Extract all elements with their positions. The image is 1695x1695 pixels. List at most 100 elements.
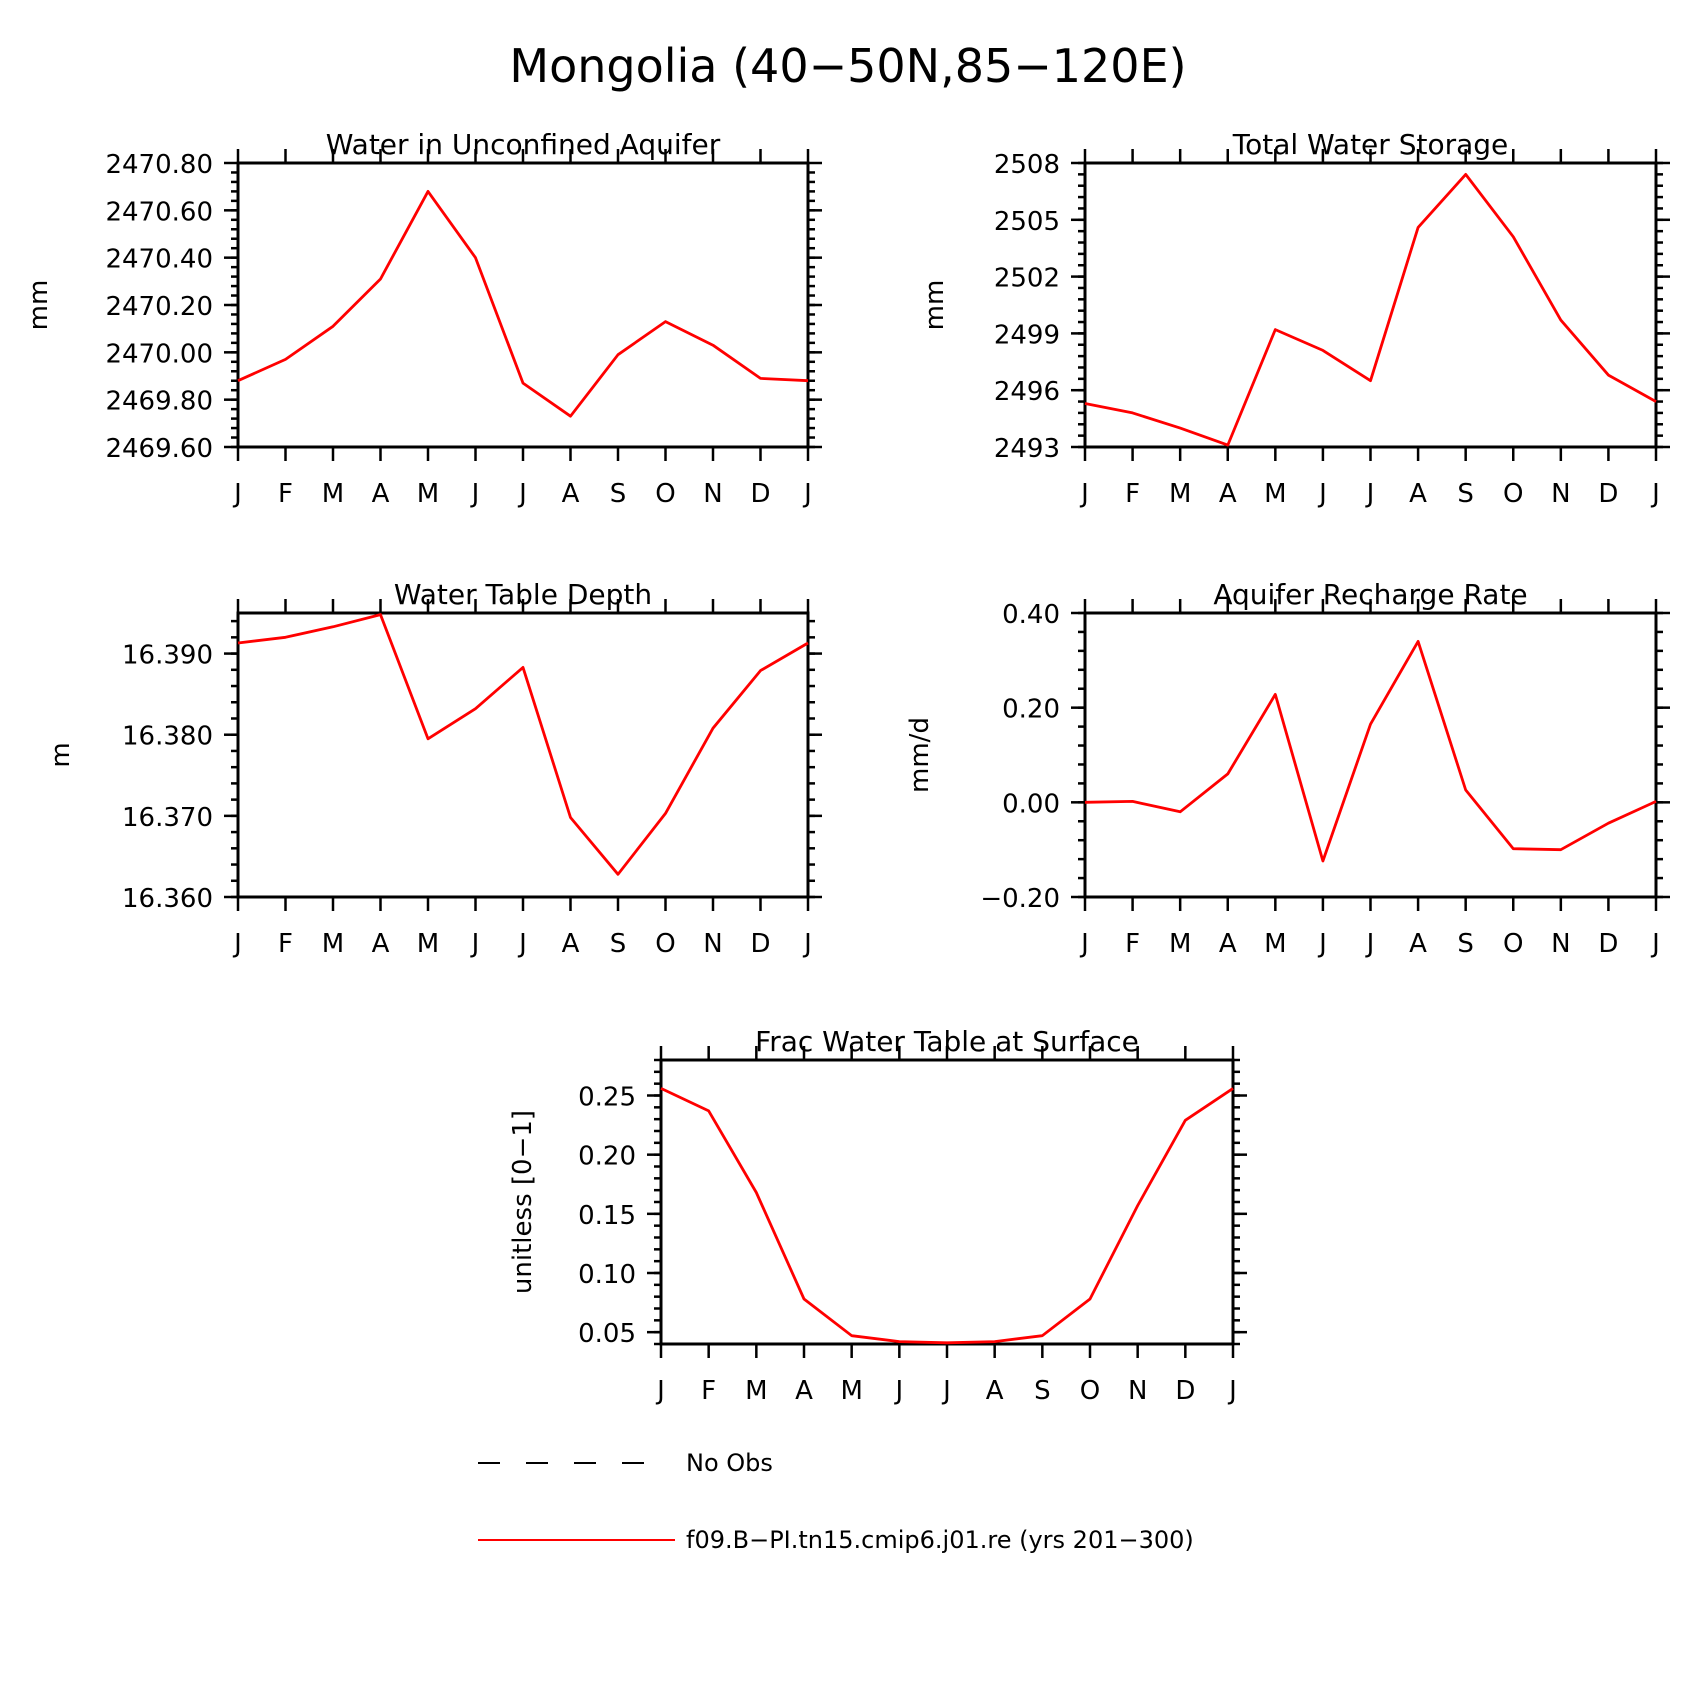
y-tick-label: 2470.80 xyxy=(105,150,213,180)
plot-frame xyxy=(236,161,810,449)
x-tick-label: J xyxy=(232,929,242,959)
x-tick-label: D xyxy=(750,929,770,959)
series-line xyxy=(660,1087,1234,1345)
y-tick-label: 2493 xyxy=(994,434,1060,464)
x-tick-label: N xyxy=(703,929,722,959)
x-tick-label: S xyxy=(1457,929,1474,959)
y-tick-label: 2470.40 xyxy=(105,245,213,275)
x-tick-label: M xyxy=(1264,929,1286,959)
y-tick-label: −0.20 xyxy=(980,884,1060,914)
plot-frame xyxy=(1083,611,1658,899)
x-tick-label: M xyxy=(322,929,344,959)
x-tick-label: O xyxy=(1080,1376,1100,1406)
x-tick-label: M xyxy=(745,1376,767,1406)
x-tick-label: A xyxy=(1409,929,1427,959)
x-tick-label: O xyxy=(1503,479,1523,509)
x-tick-label: F xyxy=(701,1376,716,1406)
x-tick-label: F xyxy=(1125,479,1140,509)
x-tick-label: O xyxy=(1503,929,1523,959)
x-tick-label: A xyxy=(1219,479,1237,509)
y-tick-label: 2470.20 xyxy=(105,292,213,322)
y-tick-label: 2502 xyxy=(994,264,1060,294)
y-tick-label: 16.370 xyxy=(122,803,213,833)
x-tick-label: J xyxy=(802,479,812,509)
x-tick-label: A xyxy=(562,479,580,509)
x-tick-label: N xyxy=(1551,479,1570,509)
x-tick-label: J xyxy=(470,479,480,509)
y-tick-label: 0.00 xyxy=(1002,789,1060,819)
x-tick-label: S xyxy=(610,479,627,509)
x-tick-label: M xyxy=(1169,479,1191,509)
x-tick-label: J xyxy=(1650,479,1660,509)
x-tick-label: F xyxy=(1125,929,1140,959)
x-tick-label: F xyxy=(278,479,293,509)
x-tick-label: S xyxy=(1034,1376,1051,1406)
y-tick-label: 0.20 xyxy=(578,1142,636,1172)
x-tick-label: M xyxy=(322,479,344,509)
x-tick-label: A xyxy=(372,929,390,959)
y-tick-label: 0.15 xyxy=(578,1201,636,1231)
plot-frame xyxy=(659,1058,1235,1346)
series-line xyxy=(237,613,809,876)
x-tick-label: J xyxy=(1317,479,1327,509)
series-line xyxy=(237,189,809,418)
y-axis-label: mm/d xyxy=(905,717,935,793)
y-tick-label: 2469.60 xyxy=(105,434,213,464)
x-tick-label: J xyxy=(232,479,242,509)
y-axis-label: unitless [0−1] xyxy=(508,1110,538,1294)
x-tick-label: J xyxy=(517,479,527,509)
x-tick-label: N xyxy=(1128,1376,1147,1406)
x-tick-label: D xyxy=(1598,479,1618,509)
x-tick-label: A xyxy=(1219,929,1237,959)
x-tick-label: D xyxy=(1598,929,1618,959)
x-tick-label: J xyxy=(1079,929,1089,959)
x-tick-label: J xyxy=(941,1376,951,1406)
y-tick-label: 2470.60 xyxy=(105,197,213,227)
x-tick-label: S xyxy=(610,929,627,959)
y-tick-label: 16.390 xyxy=(122,641,213,671)
x-tick-label: M xyxy=(417,479,439,509)
y-tick-label: 2508 xyxy=(994,150,1060,180)
series-line xyxy=(1084,172,1657,447)
x-tick-label: J xyxy=(1317,929,1327,959)
y-tick-label: 16.380 xyxy=(122,722,213,752)
y-tick-label: 0.25 xyxy=(578,1083,636,1113)
y-tick-label: 0.10 xyxy=(578,1260,636,1290)
x-tick-label: A xyxy=(562,929,580,959)
x-tick-label: M xyxy=(1169,929,1191,959)
x-tick-label: N xyxy=(1551,929,1570,959)
y-axis-label: mm xyxy=(920,280,950,331)
x-tick-label: J xyxy=(1365,929,1375,959)
x-tick-label: J xyxy=(802,929,812,959)
y-tick-label: 0.05 xyxy=(578,1319,636,1349)
x-tick-label: O xyxy=(655,479,675,509)
x-tick-label: D xyxy=(1175,1376,1195,1406)
figure-title: Mongolia (40−50N,85−120E) xyxy=(509,39,1186,93)
x-tick-label: D xyxy=(750,479,770,509)
y-tick-label: 0.40 xyxy=(1002,600,1060,630)
y-tick-label: 2505 xyxy=(994,207,1060,237)
plot-frame xyxy=(1083,161,1658,449)
x-tick-label: A xyxy=(372,479,390,509)
x-tick-label: J xyxy=(655,1376,665,1406)
x-tick-label: J xyxy=(1365,479,1375,509)
y-tick-label: 2470.00 xyxy=(105,339,213,369)
y-tick-label: 2469.80 xyxy=(105,387,213,417)
x-tick-label: M xyxy=(417,929,439,959)
x-tick-label: J xyxy=(470,929,480,959)
x-tick-label: J xyxy=(893,1376,903,1406)
x-tick-label: J xyxy=(1079,479,1089,509)
x-tick-label: A xyxy=(986,1376,1004,1406)
x-tick-label: J xyxy=(517,929,527,959)
legend-model-label: f09.B−PI.tn15.cmip6.j01.re (yrs 201−300) xyxy=(686,1526,1194,1554)
x-tick-label: S xyxy=(1457,479,1474,509)
y-axis-label: m xyxy=(46,742,76,767)
x-tick-label: M xyxy=(1264,479,1286,509)
y-tick-label: 16.360 xyxy=(122,884,213,914)
